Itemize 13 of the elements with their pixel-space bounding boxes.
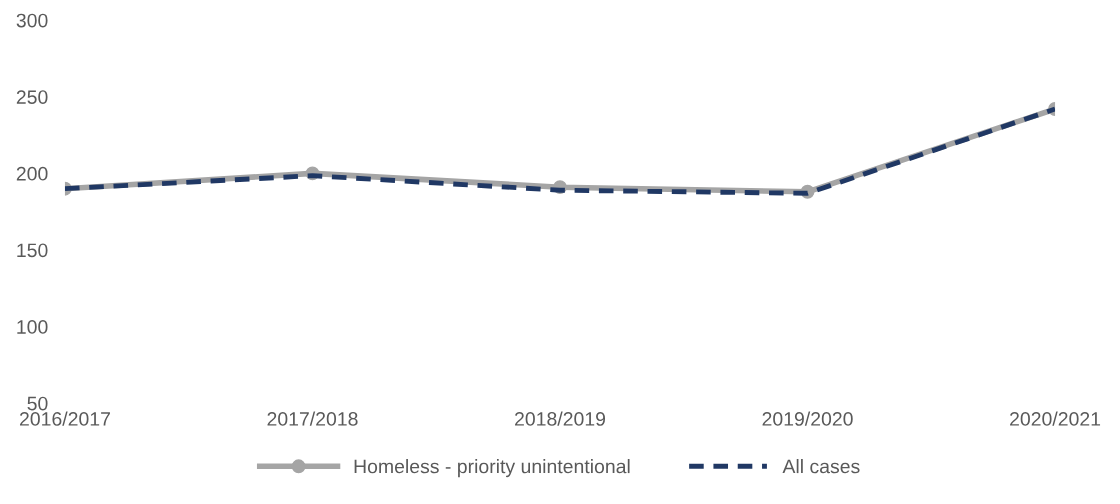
x-tick-label: 2016/2017	[19, 411, 110, 426]
x-tick-label: 2017/2018	[267, 411, 358, 426]
y-tick-label: 150	[17, 243, 48, 258]
x-tick-label: 2019/2020	[762, 411, 853, 426]
legend-label: Homeless - priority unintentional	[354, 459, 630, 478]
y-tick-label: 250	[16, 90, 48, 104]
y-tick-label: 50	[27, 396, 48, 411]
legend-label: All cases	[782, 459, 860, 474]
x-tick-label: 2020/2021	[1010, 411, 1101, 426]
y-tick-label: 100	[17, 320, 48, 334]
y-tick-label: 300	[16, 13, 48, 28]
x-tick-label: 2018/2019	[515, 411, 606, 426]
y-tick-label: 200	[16, 166, 48, 181]
